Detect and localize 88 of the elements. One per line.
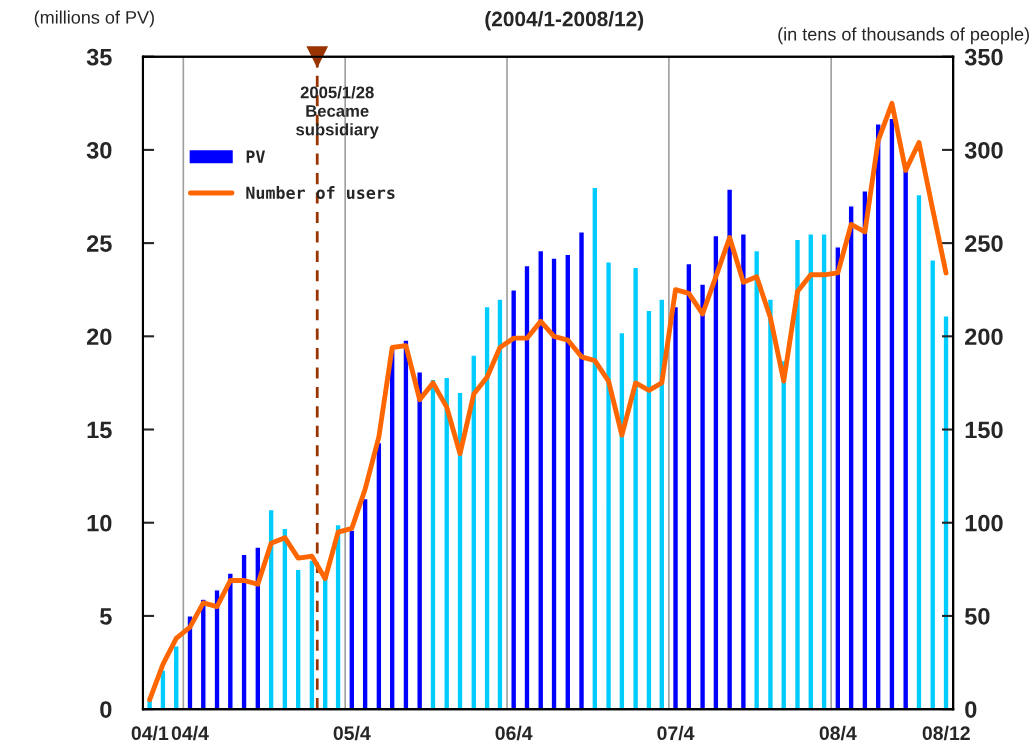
x-tick-label: 04/4: [171, 725, 209, 741]
bar: [443, 376, 451, 710]
y-tick-label: 15: [87, 421, 112, 439]
y2-tick-label: 0: [965, 701, 977, 718]
bar: [861, 190, 869, 710]
bar: [685, 262, 693, 710]
bar: [591, 186, 599, 710]
bar: [820, 233, 828, 710]
bar: [929, 259, 937, 710]
y2-tick-label: 100: [965, 514, 1003, 532]
bar: [416, 371, 424, 710]
y2-tick-label: 200: [965, 328, 1003, 346]
bar: [348, 529, 356, 710]
bar: [874, 123, 882, 710]
bar: [699, 283, 707, 710]
bar: [888, 117, 896, 710]
x-tick-label: 07/4: [657, 725, 695, 741]
y2-tick-label: 50: [964, 607, 990, 625]
bar: [483, 305, 491, 710]
bar: [645, 309, 653, 710]
bar: [712, 234, 720, 710]
bar: [902, 169, 910, 710]
bar: [375, 441, 383, 710]
y2-tick-label: 350: [964, 48, 1003, 66]
bar: [537, 249, 545, 710]
y2-tick-label: 150: [965, 421, 1003, 439]
x-tick-label: 08/4: [819, 725, 857, 741]
bar: [847, 205, 855, 710]
bar: [456, 391, 464, 710]
y-tick-label: 30: [86, 141, 112, 159]
bar: [671, 305, 680, 710]
bar: [618, 331, 626, 710]
bar: [496, 298, 504, 710]
bar: [254, 546, 262, 710]
bar: [604, 261, 613, 710]
bar: [308, 559, 316, 710]
bar: [361, 497, 369, 710]
bar: [793, 238, 802, 710]
bar: [281, 527, 289, 710]
bar: [658, 298, 666, 710]
bar: [213, 589, 221, 710]
legend-label: Number of users: [246, 186, 395, 200]
bar: [199, 598, 207, 710]
bar: [429, 378, 437, 710]
bar: [186, 615, 194, 710]
y-tick-label: 0: [100, 701, 112, 718]
bar: [780, 359, 788, 710]
bar: [294, 568, 302, 710]
bar: [240, 553, 248, 710]
y-tick-label: 35: [86, 48, 112, 66]
bar: [388, 346, 396, 710]
bar: [523, 264, 531, 710]
bar: [550, 257, 558, 710]
bar: [510, 289, 518, 710]
y-tick-label: 5: [100, 608, 112, 625]
legend-label: PV: [246, 150, 265, 163]
y2-axis-title: (in tens of thousands of people): [778, 27, 1029, 45]
bar: [753, 249, 761, 710]
x-tick-label: 04/1: [131, 725, 169, 741]
bar: [321, 576, 329, 710]
bar: [915, 193, 923, 710]
bar: [267, 508, 275, 710]
x-tick-label: 06/4: [495, 725, 533, 741]
bar: [402, 339, 410, 710]
x-tick-label: 08/12: [922, 725, 970, 741]
bar: [577, 231, 586, 710]
bar: [470, 354, 478, 710]
x-tick-label: 05/4: [333, 725, 371, 741]
bar: [172, 645, 180, 710]
bar: [334, 523, 342, 710]
y-axis-title: (millions of PV): [34, 10, 154, 28]
bar: [942, 315, 950, 710]
y-tick-label: 20: [86, 328, 112, 346]
bar: [739, 233, 747, 710]
bar: [726, 188, 734, 710]
ref-line-label: 2005/1/28 Became subsidiary: [296, 86, 379, 139]
bar: [226, 572, 234, 710]
y-tick-label: 25: [86, 235, 112, 252]
y-tick-label: 10: [87, 514, 112, 532]
bar: [766, 298, 775, 710]
y2-tick-label: 300: [964, 141, 1003, 159]
y2-tick-label: 250: [965, 235, 1003, 252]
bar: [564, 253, 572, 710]
chart-title: (2004/1-2008/12): [485, 11, 644, 31]
line-series: [147, 100, 949, 703]
bar: [807, 233, 815, 710]
bar: [632, 266, 640, 710]
bar: [834, 246, 842, 710]
